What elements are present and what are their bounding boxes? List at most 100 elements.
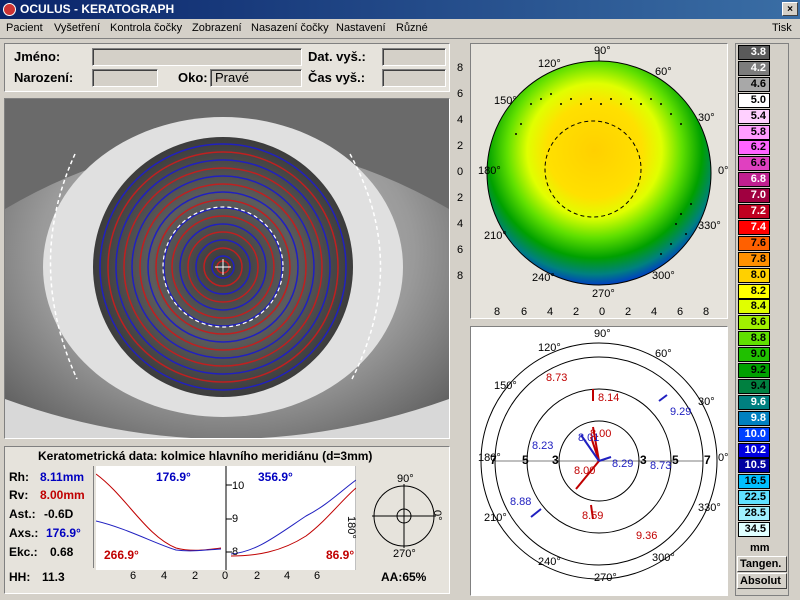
scale-value: 34.5 <box>738 522 770 537</box>
rmap-angle-270: 270° <box>594 572 617 584</box>
compass-bottom: 270° <box>393 548 416 560</box>
rmap-val-800-bottom: 8.00 <box>574 465 596 477</box>
scale-value: 7.6 <box>738 235 770 251</box>
scale-value: 8.2 <box>738 283 770 299</box>
scale-value: 16.5 <box>738 474 770 490</box>
eye-label: Oko: <box>178 70 208 85</box>
rmap-angle-330: 330° <box>698 502 721 514</box>
kd-values-box <box>6 466 94 568</box>
scale-value: 3.8 <box>738 45 770 60</box>
scale-value: 9.8 <box>738 410 770 426</box>
topo-angle-150: 150° <box>494 95 517 107</box>
birth-label: Narození: <box>14 70 74 85</box>
scale-value: 5.4 <box>738 108 770 124</box>
rmap-angle-90: 90° <box>594 328 611 340</box>
topo-x-8: 6 <box>677 306 684 318</box>
topo-x-1: 8 <box>494 306 501 318</box>
menu-tisk[interactable]: Tisk <box>772 22 792 34</box>
ast-value: -0.6D <box>44 507 74 521</box>
scale-value: 5.0 <box>738 92 770 108</box>
scale-value: 7.0 <box>738 188 770 204</box>
topo-angle-60: 60° <box>655 66 672 78</box>
menu-zobrazeni[interactable]: Zobrazení <box>192 22 242 34</box>
rmap-val-829: 8.29 <box>612 458 634 470</box>
scale-value: 6.2 <box>738 140 770 156</box>
topo-x-5: 0 <box>599 306 606 318</box>
birth-field[interactable] <box>92 69 158 87</box>
rmap-ring-5-left: 5 <box>522 453 529 467</box>
topo-angle-30: 30° <box>698 112 715 124</box>
topo-y-2: 6 <box>457 88 464 100</box>
rmap-angle-30: 30° <box>698 396 715 408</box>
tangential-button[interactable]: Tangen. <box>737 556 787 572</box>
eye-image-panel[interactable] <box>4 98 450 439</box>
title-bar: OCULUS - KERATOGRAPH × <box>0 0 800 19</box>
rmap-ring-7-right: 7 <box>704 453 711 467</box>
left-bottom-angle: 266.9° <box>104 548 139 562</box>
scale-value: 10.2 <box>738 442 770 458</box>
menu-ruzne[interactable]: Různé <box>396 22 428 34</box>
compass-top: 90° <box>397 473 414 485</box>
exam-date-field[interactable] <box>382 48 446 66</box>
radius-map-panel[interactable] <box>470 326 728 596</box>
topo-x-4: 2 <box>573 306 580 318</box>
app-logo-icon <box>3 3 16 16</box>
rv-label: Rv: <box>9 488 29 502</box>
rmap-ring-3-left: 3 <box>552 453 559 467</box>
rmap-val-929: 9.29 <box>670 406 692 418</box>
topo-y-6: 2 <box>457 192 464 204</box>
topo-y-4: 2 <box>457 140 464 152</box>
x-tick-2: 4 <box>161 570 168 582</box>
scale-value: 9.0 <box>738 347 770 363</box>
rmap-angle-120: 120° <box>538 342 561 354</box>
menu-nasazeni-cocky[interactable]: Nasazení čočky <box>251 22 329 34</box>
y-tick-9: 9 <box>232 513 239 525</box>
topo-y-8: 6 <box>457 244 464 256</box>
rmap-val-801: 8.01 <box>578 432 600 444</box>
exam-date-label: Dat. vyš.: <box>308 49 366 64</box>
scale-value: 28.5 <box>738 506 770 522</box>
topo-map-panel[interactable] <box>470 43 728 319</box>
scale-value: 7.8 <box>738 251 770 267</box>
left-top-angle: 176.9° <box>156 470 191 484</box>
scale-value: 10.0 <box>738 426 770 442</box>
topo-angle-300: 300° <box>652 270 675 282</box>
topo-angle-180: 180° <box>478 165 501 177</box>
rmap-val-936: 9.36 <box>636 530 658 542</box>
rmap-ring-3-right: 3 <box>640 453 647 467</box>
topo-x-2: 6 <box>521 306 528 318</box>
rmap-angle-210: 210° <box>484 512 507 524</box>
scale-unit: mm <box>750 542 770 554</box>
scale-value: 8.6 <box>738 315 770 331</box>
scale-value: 6.8 <box>738 172 770 188</box>
keratometry-title: Keratometrická data: kolmice hlavního me… <box>38 449 373 463</box>
eye-field[interactable]: Pravé <box>210 69 302 87</box>
y-tick-8: 8 <box>232 546 239 558</box>
menu-bar: Pacient Vyšetření Kontrola čočky Zobraze… <box>0 19 800 39</box>
topo-x-7: 4 <box>651 306 658 318</box>
topo-angle-90: 90° <box>594 45 611 57</box>
ekc-value: 0.68 <box>50 545 74 559</box>
absolute-button[interactable]: Absolut <box>737 573 787 589</box>
topo-y-7: 4 <box>457 218 464 230</box>
menu-nastaveni[interactable]: Nastavení <box>336 22 386 34</box>
rmap-ring-5-right: 5 <box>672 453 679 467</box>
right-top-angle: 356.9° <box>258 470 293 484</box>
scale-value: 22.5 <box>738 490 770 506</box>
menu-kontrola-cocky[interactable]: Kontrola čočky <box>110 22 183 34</box>
scale-value: 9.6 <box>738 394 770 410</box>
rmap-val-888: 8.88 <box>510 496 532 508</box>
exam-time-field[interactable] <box>382 69 446 87</box>
close-button[interactable]: × <box>782 2 798 16</box>
aa-value: AA:65% <box>381 570 427 584</box>
name-field[interactable] <box>92 48 302 66</box>
menu-pacient[interactable]: Pacient <box>6 22 43 34</box>
topo-angle-210: 210° <box>484 230 507 242</box>
topo-y-5: 0 <box>457 166 464 178</box>
window-title: OCULUS - KERATOGRAPH <box>20 2 175 16</box>
profile-graph <box>96 466 356 570</box>
y-tick-10: 10 <box>232 480 245 492</box>
menu-vysetreni[interactable]: Vyšetření <box>54 22 101 34</box>
hh-value: 11.3 <box>42 570 65 584</box>
scale-value: 4.6 <box>738 76 770 92</box>
